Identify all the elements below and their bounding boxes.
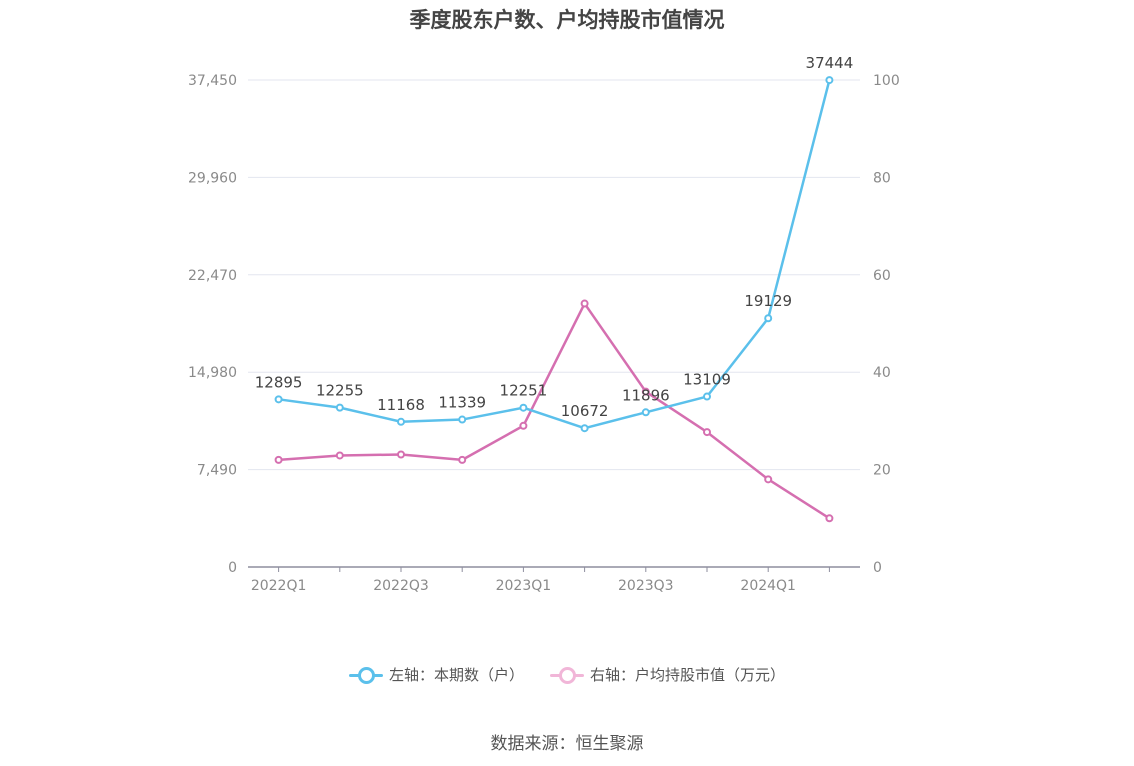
data-label: 11339	[438, 394, 486, 412]
data-point-left	[274, 395, 283, 404]
data-label: 12251	[500, 382, 548, 400]
data-point-right	[519, 421, 528, 430]
right-axis-tick-label: 40	[873, 365, 891, 381]
x-axis-tick-label: 2022Q1	[251, 578, 307, 594]
data-point-left	[580, 424, 589, 433]
data-label: 11896	[622, 386, 670, 404]
chart-legend: 左轴：本期数（户） 右轴：户均持股市值（万元）	[0, 664, 1134, 685]
data-label: 11168	[377, 396, 425, 414]
data-label: 19129	[744, 292, 792, 310]
data-point-left	[519, 403, 528, 412]
data-point-left	[458, 415, 467, 424]
series-line-right	[278, 302, 831, 520]
legend-marker-right-icon	[550, 666, 584, 684]
data-point-left	[397, 417, 405, 426]
data-label: 10672	[561, 402, 609, 420]
right-axis-tick-label: 20	[873, 463, 891, 479]
legend-label-right: 右轴：户均持股市值（万元）	[590, 666, 786, 684]
data-label: 12255	[316, 382, 364, 400]
data-label: 37444	[806, 54, 854, 72]
data-point-left	[825, 76, 834, 85]
series-line-left	[278, 79, 831, 430]
data-point-right	[397, 450, 405, 459]
x-axis-tick-label: 2024Q1	[740, 578, 796, 594]
left-axis-tick-label: 14,980	[188, 365, 237, 381]
right-axis-tick-label: 60	[873, 268, 891, 284]
data-point-left	[641, 408, 650, 417]
right-axis-tick-label: 100	[873, 73, 900, 89]
left-axis-tick-label: 0	[228, 560, 237, 576]
left-axis-tick-label: 29,960	[188, 170, 237, 186]
legend-label-left: 左轴：本期数（户）	[388, 666, 524, 684]
data-point-right	[580, 299, 589, 308]
data-source-note: 数据来源：恒生聚源	[490, 734, 644, 754]
data-point-right	[274, 455, 283, 464]
data-point-right	[335, 451, 344, 460]
data-label: 13109	[683, 371, 731, 389]
chart-title: 季度股东户数、户均持股市值情况	[409, 8, 725, 32]
data-point-right	[764, 475, 773, 484]
left-axis-tick-label: 7,490	[197, 463, 237, 479]
data-point-right	[825, 514, 834, 523]
left-axis-tick-label: 22,470	[188, 268, 237, 284]
x-axis-tick-label: 2023Q1	[496, 578, 552, 594]
data-point-right	[703, 428, 711, 437]
x-axis-tick-label: 2022Q3	[373, 578, 429, 594]
data-label: 12895	[255, 373, 303, 391]
data-point-left	[764, 314, 773, 323]
left-axis-tick-label: 37,450	[188, 73, 237, 89]
legend-item-left-series[interactable]: 左轴：本期数（户）	[348, 664, 524, 685]
x-axis-tick-label: 2023Q3	[618, 578, 674, 594]
data-point-right	[458, 455, 467, 464]
legend-marker-left-icon	[348, 666, 383, 684]
legend-item-right-series[interactable]: 右轴：户均持股市值（万元）	[550, 664, 785, 685]
right-axis-tick-label: 80	[873, 170, 891, 186]
data-point-left	[703, 392, 711, 401]
data-point-right	[641, 387, 650, 396]
right-axis-tick-label: 0	[873, 560, 882, 576]
data-point-left	[335, 403, 344, 412]
